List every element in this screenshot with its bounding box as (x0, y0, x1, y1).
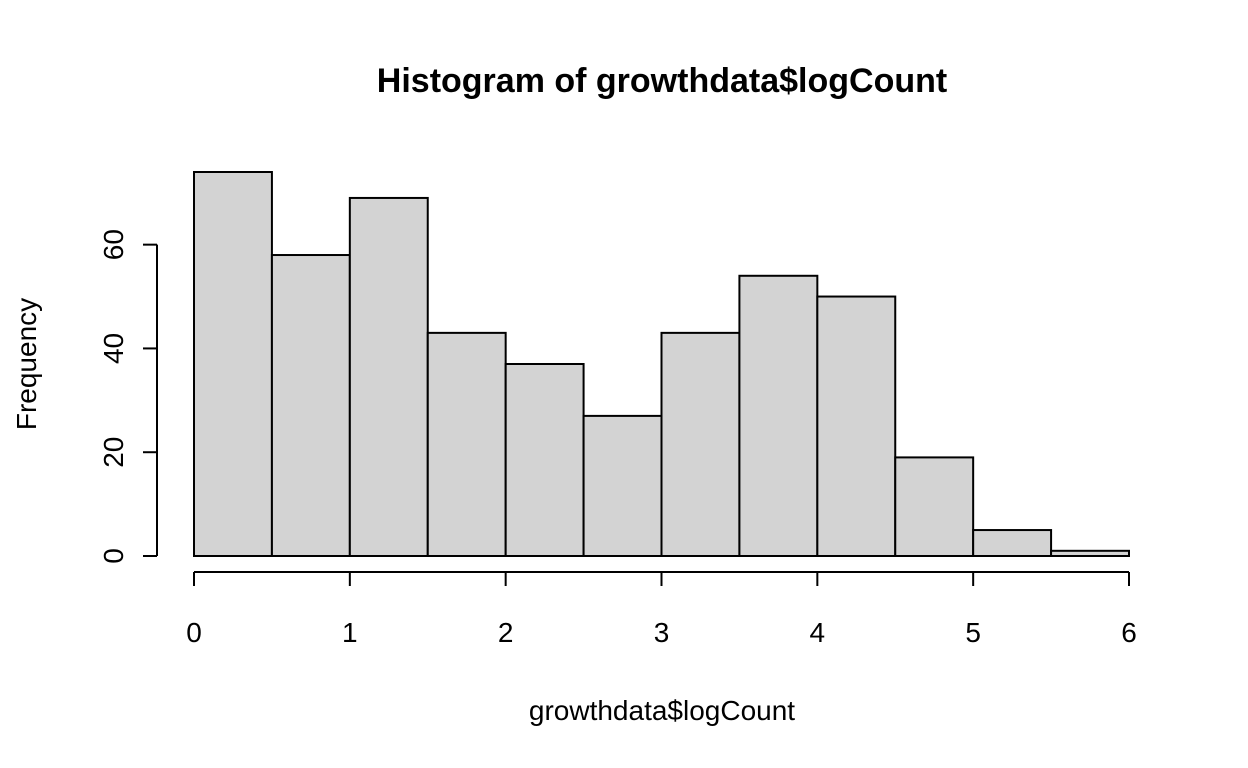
histogram-bar (660, 331, 741, 557)
y-tick-label: 0 (98, 548, 129, 564)
y-axis-title: Frequency (11, 298, 42, 430)
x-tick-label: 5 (965, 617, 981, 648)
x-tick-label: 1 (342, 617, 358, 648)
histogram-bar (582, 414, 663, 558)
x-tick-label: 4 (810, 617, 826, 648)
y-axis: 0 20 40 60 (98, 229, 158, 564)
x-tick-label: 0 (186, 617, 202, 648)
x-tick-label: 6 (1121, 617, 1137, 648)
histogram-bar (504, 363, 585, 557)
x-tick-label: 3 (654, 617, 670, 648)
histogram-bar (193, 171, 273, 557)
x-axis-title: growthdata$logCount (529, 695, 795, 726)
y-tick-label: 60 (98, 229, 129, 260)
histogram-bar (894, 456, 975, 557)
bars-group (193, 171, 1131, 558)
x-tick-label: 2 (498, 617, 514, 648)
x-axis: 0 1 2 3 4 5 6 (186, 571, 1137, 648)
histogram-bar (738, 274, 819, 557)
histogram-bar (972, 529, 1053, 558)
y-tick-label: 20 (98, 437, 129, 468)
chart-title: Histogram of growthdata$logCount (377, 62, 947, 100)
histogram-bar (426, 331, 507, 557)
y-tick-label: 40 (98, 333, 129, 364)
histogram-bar (1050, 549, 1131, 557)
histogram-bar (816, 295, 897, 557)
histogram-bar (270, 254, 351, 557)
histogram-bar (348, 196, 429, 557)
